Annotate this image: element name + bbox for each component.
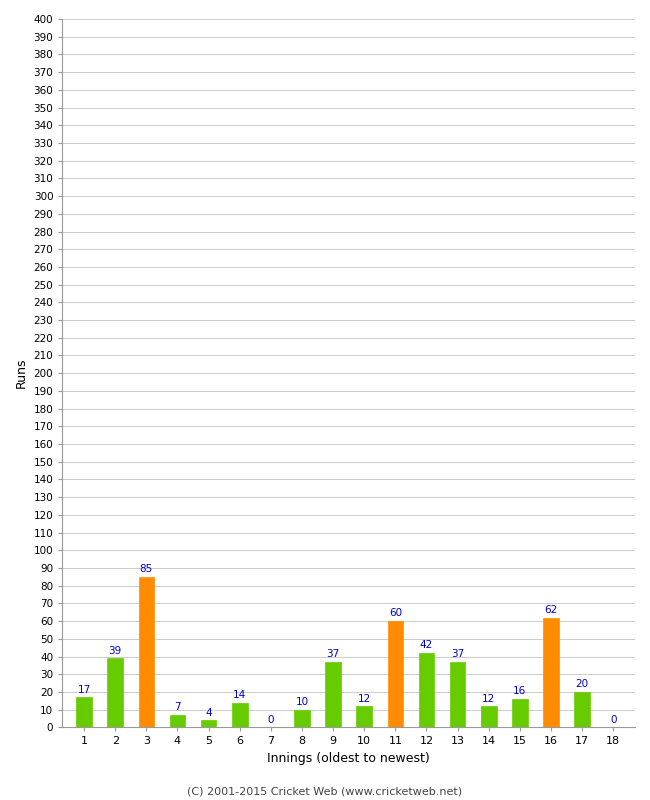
Bar bbox=[201, 720, 216, 727]
Bar bbox=[356, 706, 372, 727]
Text: 10: 10 bbox=[295, 697, 309, 707]
Text: 20: 20 bbox=[575, 679, 589, 690]
Text: 12: 12 bbox=[482, 694, 495, 703]
Bar bbox=[575, 692, 590, 727]
Text: 85: 85 bbox=[140, 564, 153, 574]
Text: 7: 7 bbox=[174, 702, 181, 712]
Text: 62: 62 bbox=[544, 605, 558, 615]
Text: 4: 4 bbox=[205, 708, 212, 718]
X-axis label: Innings (oldest to newest): Innings (oldest to newest) bbox=[267, 752, 430, 765]
Bar bbox=[107, 658, 123, 727]
Text: 39: 39 bbox=[109, 646, 122, 656]
Bar bbox=[232, 702, 248, 727]
Text: 16: 16 bbox=[514, 686, 526, 697]
Bar bbox=[543, 618, 559, 727]
Y-axis label: Runs: Runs bbox=[15, 358, 28, 389]
Text: (C) 2001-2015 Cricket Web (www.cricketweb.net): (C) 2001-2015 Cricket Web (www.cricketwe… bbox=[187, 786, 463, 796]
Text: 37: 37 bbox=[451, 650, 464, 659]
Bar bbox=[387, 621, 403, 727]
Text: 14: 14 bbox=[233, 690, 246, 700]
Bar bbox=[450, 662, 465, 727]
Bar bbox=[138, 577, 154, 727]
Text: 12: 12 bbox=[358, 694, 371, 703]
Bar bbox=[170, 715, 185, 727]
Bar bbox=[76, 698, 92, 727]
Text: 17: 17 bbox=[77, 685, 91, 694]
Text: 37: 37 bbox=[326, 650, 340, 659]
Text: 60: 60 bbox=[389, 609, 402, 618]
Bar bbox=[512, 699, 528, 727]
Text: 42: 42 bbox=[420, 640, 433, 650]
Bar bbox=[419, 653, 434, 727]
Bar bbox=[481, 706, 497, 727]
Text: 0: 0 bbox=[610, 714, 616, 725]
Bar bbox=[325, 662, 341, 727]
Text: 0: 0 bbox=[268, 714, 274, 725]
Bar bbox=[294, 710, 310, 727]
